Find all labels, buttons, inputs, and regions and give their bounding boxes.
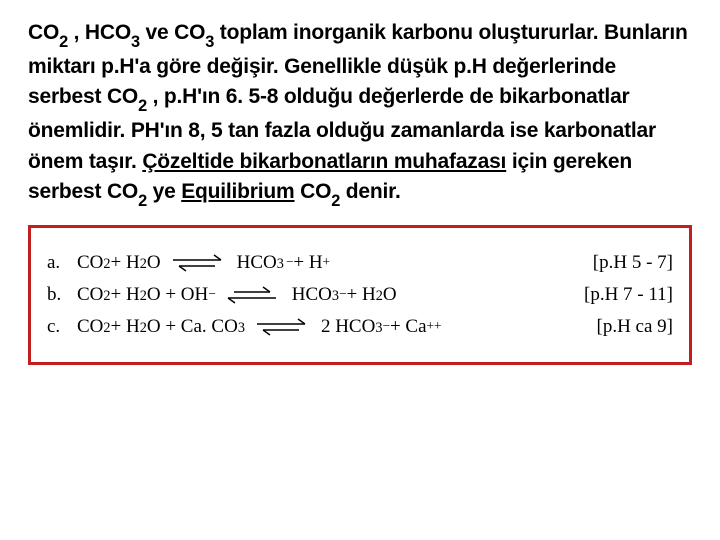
- equation-ph: [p.H 5 - 7]: [573, 252, 673, 274]
- equation-lhs: CO2 + H2 O: [77, 252, 161, 274]
- equation-rhs: HCO3− + H+: [237, 252, 330, 274]
- equation-lhs: CO2 + H2 O + OH−: [77, 284, 216, 306]
- intro-paragraph: CO2 , HCO3 ve CO3 toplam inorganik karbo…: [28, 18, 692, 211]
- equation-ph: [p.H ca 9]: [577, 316, 674, 338]
- equation-rhs: 2 HCO3− + Ca++: [321, 316, 442, 338]
- equilibrium-arrow-icon: [171, 252, 227, 274]
- equation-rhs: HCO3− + H2 O: [292, 284, 397, 306]
- equation-row: a. CO2 + H2 O HCO3− + H+ [p.H 5 - 7]: [47, 252, 673, 274]
- equations-box: a. CO2 + H2 O HCO3− + H+ [p.H 5 - 7] b. …: [28, 225, 692, 365]
- equilibrium-arrow-icon: [226, 284, 282, 306]
- equation-label: b.: [47, 284, 77, 306]
- equation-row: b. CO2 + H2 O + OH− HCO3− + H2 O [p.H 7 …: [47, 284, 673, 306]
- equilibrium-arrow-icon: [255, 316, 311, 338]
- equation-label: c.: [47, 316, 77, 338]
- equation-ph: [p.H 7 - 11]: [564, 284, 673, 306]
- equation-row: c. CO2 + H2 O + Ca. CO3 2 HCO3− + Ca++ […: [47, 316, 673, 338]
- equation-label: a.: [47, 252, 77, 274]
- equation-lhs: CO2 + H2 O + Ca. CO3: [77, 316, 245, 338]
